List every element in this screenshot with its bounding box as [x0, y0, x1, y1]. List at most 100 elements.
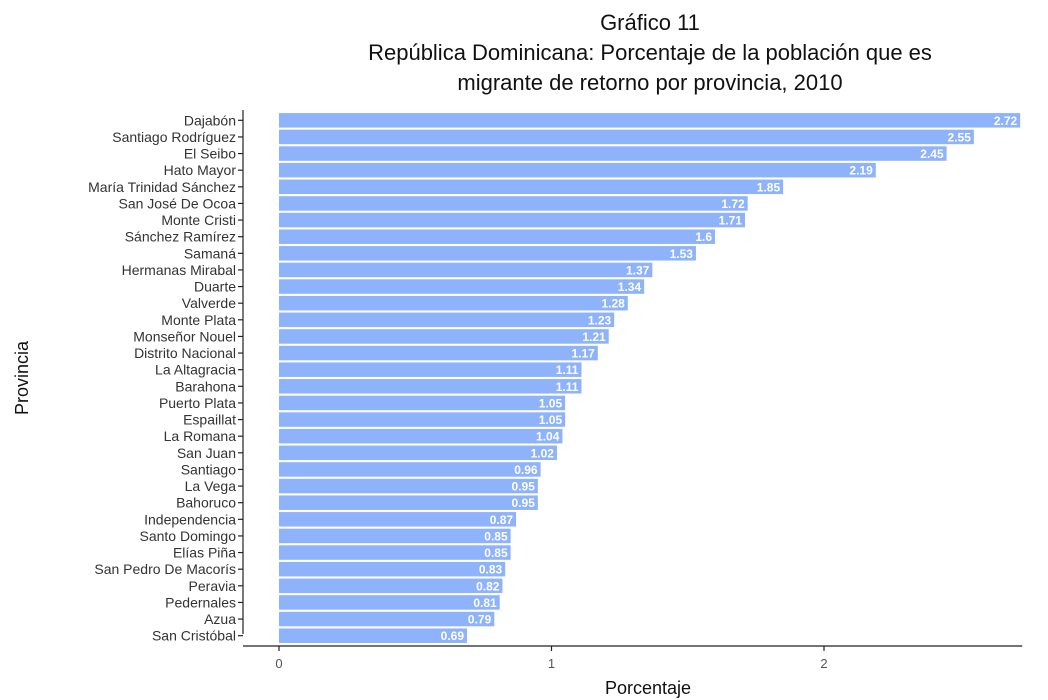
- bar: [279, 478, 538, 494]
- chart-title: Gráfico 11 República Dominicana: Porcent…: [368, 10, 932, 95]
- bar-value-label: 2.72: [994, 114, 1018, 128]
- chart-title-line-2: República Dominicana: Porcentaje de la p…: [368, 40, 932, 65]
- bar-value-label: 1.37: [626, 263, 650, 277]
- bar-value-label: 1.17: [571, 347, 595, 361]
- bar: [279, 279, 645, 294]
- y-tick-label: La Romana: [164, 428, 237, 444]
- bar: [279, 262, 653, 278]
- bar-value-label: 0.96: [514, 463, 538, 477]
- bar-value-label: 1.05: [539, 413, 563, 427]
- y-tick-label: Valverde: [182, 295, 236, 311]
- bar: [279, 196, 748, 211]
- y-tick-label: Azua: [204, 611, 236, 627]
- chart-title-line-3: migrante de retorno por provincia, 2010: [457, 70, 842, 95]
- chart-title-line-1: Gráfico 11: [600, 10, 700, 35]
- bar: [279, 495, 538, 510]
- bars-layer: 2.72 2.55 2.45 2.19 1.85 1.72 1.71 1.61.53 1.37 1…: [279, 113, 1021, 643]
- y-tick-label: La Altagracia: [155, 362, 236, 378]
- bar: [279, 179, 784, 195]
- bar-value-label: 0.85: [484, 529, 508, 543]
- bar-value-label: 0.95: [512, 496, 536, 510]
- bar-value-label: 1.85: [757, 180, 781, 194]
- bar: [279, 611, 495, 627]
- bar-value-label: 0.81: [473, 596, 497, 610]
- y-tick-label: Sánchez Ramírez: [125, 229, 236, 245]
- bar-value-label: 0.95: [512, 480, 536, 494]
- bar-value-label: 1.11: [556, 363, 579, 377]
- bar: [279, 129, 974, 145]
- bar: [279, 212, 745, 228]
- y-tick-label: Puerto Plata: [159, 395, 236, 411]
- y-tick-label: Monseñor Nouel: [133, 328, 236, 344]
- bar: [279, 561, 506, 577]
- y-tick-label: Peravia: [189, 578, 237, 594]
- x-axis: 0 1 2: [243, 645, 1023, 671]
- bar-value-label: 1.23: [588, 313, 612, 327]
- bar-value-label: 2.45: [920, 147, 944, 161]
- bar-value-label: 1.71: [719, 214, 743, 228]
- y-tick-label: San José De Ocoa: [118, 195, 236, 211]
- y-tick-label: Bahoruco: [176, 495, 236, 511]
- bar-value-label: 1.05: [539, 396, 563, 410]
- y-tick-label: Santo Domingo: [139, 528, 236, 544]
- x-tick-label: 0: [275, 656, 282, 671]
- y-tick-label: La Vega: [185, 478, 237, 494]
- bar: [279, 329, 609, 344]
- y-tick-label: Monte Plata: [161, 312, 236, 328]
- y-axis-title: Provincia: [12, 340, 32, 415]
- bar-value-label: 0.87: [490, 513, 514, 527]
- bar-value-label: 1.6: [695, 230, 712, 244]
- bar: [279, 229, 715, 244]
- y-tick-label: Monte Cristi: [161, 212, 236, 228]
- bar-value-label: 1.34: [618, 280, 642, 294]
- bar: [279, 412, 566, 427]
- y-tick-label: Espaillat: [183, 412, 236, 428]
- bar-value-label: 1.21: [582, 330, 606, 344]
- bar: [279, 113, 1021, 128]
- bar-value-label: 2.55: [948, 130, 972, 144]
- bar: [279, 545, 511, 560]
- bar: [279, 445, 557, 461]
- bar: [279, 379, 582, 394]
- y-tick-label: Hermanas Mirabal: [122, 262, 236, 278]
- bar-value-label: 1.28: [601, 297, 625, 311]
- bar: [279, 512, 517, 527]
- y-tick-label: Santiago Rodríguez: [112, 129, 236, 145]
- y-tick-label: Distrito Nacional: [134, 345, 236, 361]
- bar: [279, 246, 696, 261]
- bar-value-label: 0.83: [479, 563, 503, 577]
- bar: [279, 628, 468, 643]
- y-tick-label: Pedernales: [165, 594, 236, 610]
- bar-value-label: 1.53: [670, 247, 694, 261]
- bar-value-label: 0.82: [476, 579, 500, 593]
- bar: [279, 462, 541, 477]
- bar-value-label: 0.69: [441, 629, 465, 643]
- x-tick-label: 2: [820, 656, 827, 671]
- bar: [279, 528, 511, 544]
- y-tick-label: Santiago: [181, 461, 236, 477]
- bar: [279, 428, 563, 444]
- bar-value-label: 1.04: [536, 430, 560, 444]
- bar-value-label: 1.11: [556, 380, 579, 394]
- bar: [279, 295, 628, 311]
- y-tick-label: Hato Mayor: [164, 162, 237, 178]
- bar: [279, 362, 582, 377]
- x-axis-title: Porcentaje: [605, 678, 691, 698]
- y-tick-label: San Juan: [177, 445, 236, 461]
- y-tick-label: Elías Piña: [173, 545, 236, 561]
- bar: [279, 345, 598, 361]
- bar: [279, 595, 500, 610]
- y-tick-label: Barahona: [175, 378, 236, 394]
- y-tick-label: San Cristóbal: [152, 628, 236, 644]
- bar-value-label: 1.72: [721, 197, 745, 211]
- y-tick-label: El Seibo: [184, 146, 236, 162]
- bar-value-label: 2.19: [849, 164, 873, 178]
- x-tick-label: 1: [548, 656, 555, 671]
- bar-value-label: 1.02: [531, 446, 555, 460]
- y-tick-label: Samaná: [184, 245, 236, 261]
- y-tick-label: Dajabón: [184, 112, 236, 128]
- bar-value-label: 0.79: [468, 613, 492, 627]
- bar: [279, 146, 947, 161]
